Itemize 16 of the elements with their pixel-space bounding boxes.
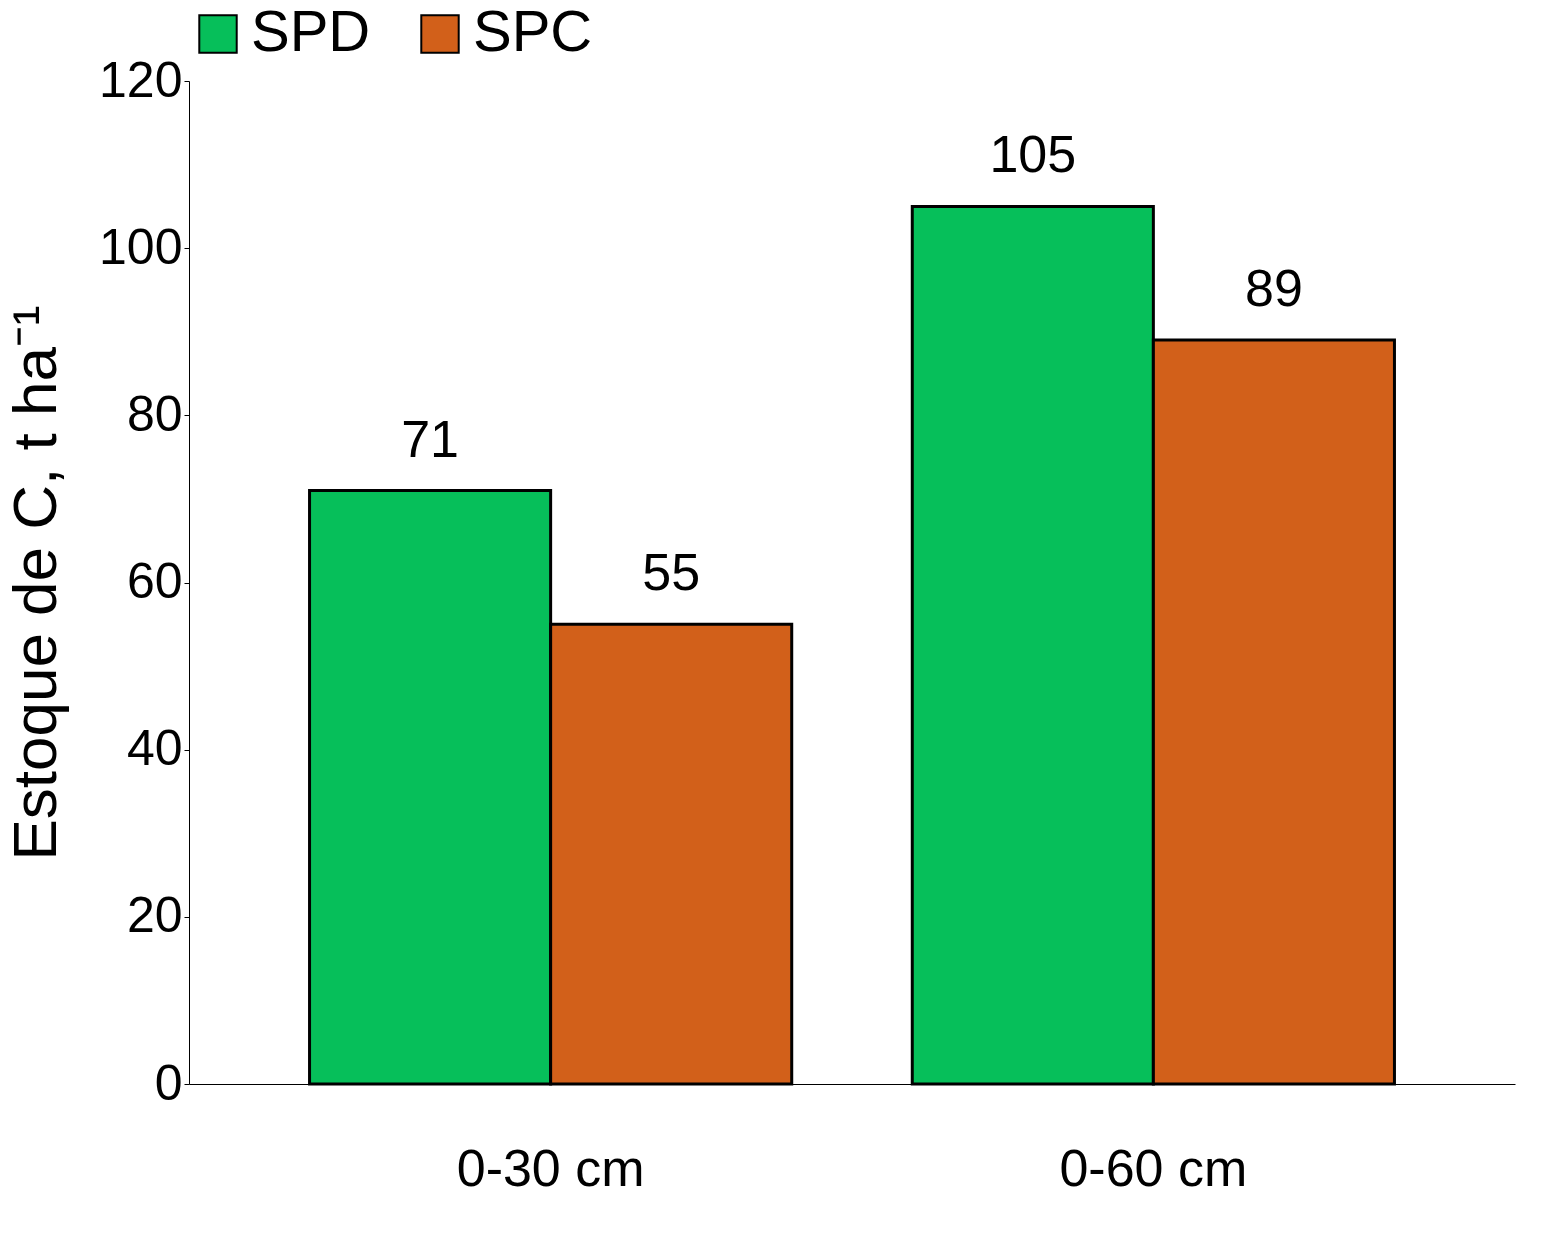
data-label: 105 [989, 125, 1077, 184]
y-tick-label: 80 [126, 385, 183, 442]
legend-label: SPC [473, 0, 593, 63]
data-label: 71 [401, 409, 460, 468]
x-tick-label: 0-30 cm [456, 1138, 645, 1197]
legend-label: SPD [251, 0, 371, 63]
y-tick-label: 40 [126, 720, 183, 777]
data-label: 55 [642, 543, 701, 602]
y-tick-label: 60 [126, 553, 183, 609]
data-label: 89 [1244, 259, 1303, 318]
y-tick-label: 20 [126, 887, 183, 944]
y-tick-label: 100 [99, 218, 183, 275]
y-tick-label: 0 [154, 1054, 183, 1111]
y-axis-title: Estoque de C, t ha⁻¹ [0, 305, 70, 861]
x-tick-label: 0-60 cm [1059, 1138, 1248, 1197]
y-tick-label: 120 [99, 51, 183, 108]
